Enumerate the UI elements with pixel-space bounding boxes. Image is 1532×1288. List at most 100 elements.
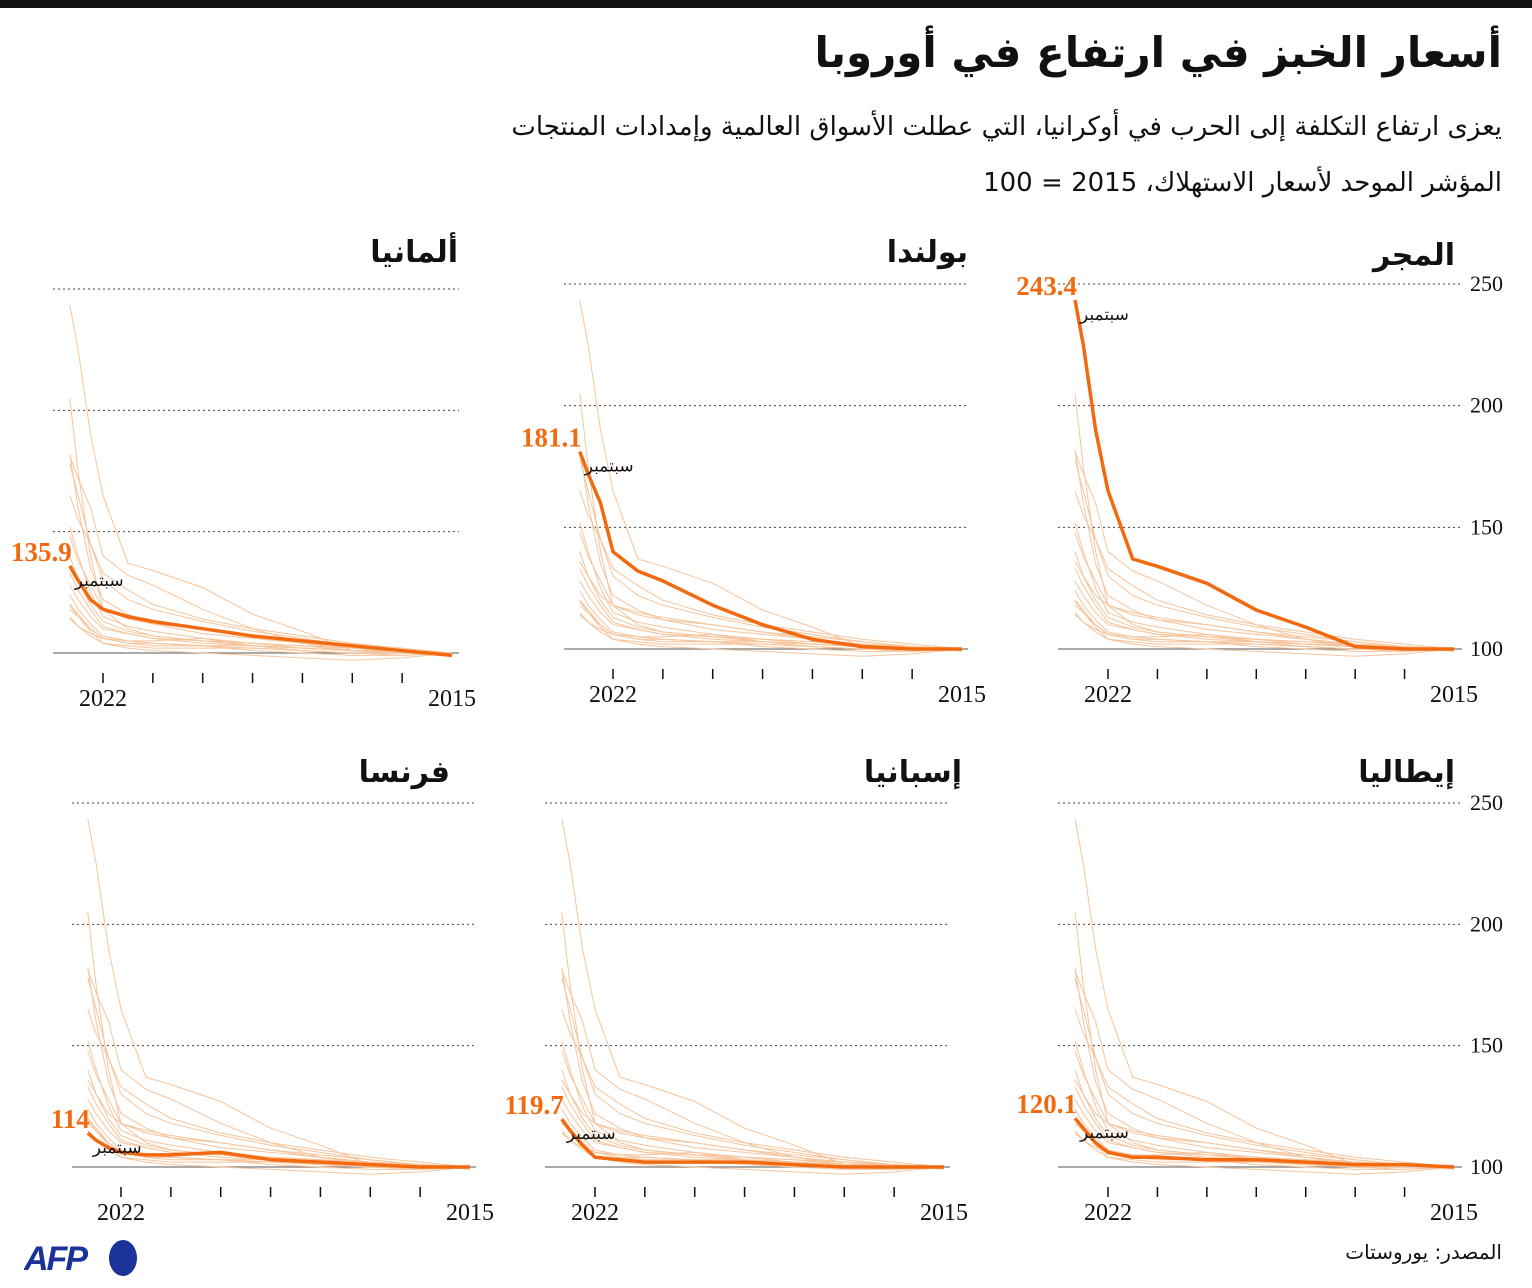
other-country-line — [579, 490, 963, 650]
y-tick-label: 150 — [1470, 514, 1503, 539]
other-country-line — [1074, 912, 1455, 1168]
highlight-country-line — [1073, 299, 1454, 651]
other-country-line — [561, 1079, 945, 1170]
last-value-label: 120.1 — [1016, 1089, 1077, 1119]
other-country-line — [579, 532, 963, 650]
other-country-line — [561, 1130, 945, 1175]
x-tick-label: 2022 — [1084, 682, 1132, 708]
other-country-line — [69, 616, 453, 661]
panel-title: إيطاليا — [1358, 755, 1455, 790]
last-month-label: سبتمبر — [92, 1138, 142, 1158]
y-tick-label: 100 — [1470, 636, 1503, 661]
other-country-line — [1074, 393, 1455, 650]
last-value-label: 181.1 — [521, 423, 582, 453]
other-country-line — [1074, 600, 1454, 650]
other-country-line — [87, 970, 470, 1168]
chart-subtitle: يعزى ارتفاع التكلفة إلى الحرب في أوكراني… — [511, 112, 1502, 142]
other-country-line — [1074, 1079, 1455, 1170]
highlight-country-line — [1073, 1117, 1455, 1169]
other-country-line — [1074, 1130, 1455, 1175]
other-country-line — [87, 977, 471, 1168]
highlight-country-line — [578, 451, 962, 651]
other-country-line — [1074, 451, 1454, 650]
other-country-line — [561, 1132, 944, 1168]
other-country-line — [69, 618, 452, 654]
y-tick-label: 200 — [1470, 911, 1503, 936]
other-country-line — [561, 977, 945, 1168]
other-country-line — [579, 449, 962, 650]
x-tick-label: 2015 — [446, 1200, 494, 1226]
chart-title: أسعار الخبز في ارتفاع في أوروبا — [814, 28, 1502, 77]
other-country-line — [1074, 818, 1454, 1168]
panel-title: فرنسا — [359, 755, 450, 790]
other-country-line — [1074, 449, 1454, 650]
other-country-line — [579, 561, 963, 652]
source-note: المصدر: يوروستات — [1345, 1240, 1502, 1264]
highlight-country-line — [560, 1118, 944, 1169]
x-tick-label: 2015 — [920, 1200, 968, 1226]
other-country-line — [561, 1050, 945, 1168]
other-country-line — [561, 818, 944, 1168]
x-tick-label: 2022 — [571, 1200, 619, 1226]
panel-title: بولندا — [887, 235, 968, 270]
other-country-line — [87, 967, 470, 1168]
other-country-line — [69, 463, 453, 654]
x-tick-label: 2015 — [938, 682, 986, 708]
other-country-line — [87, 1118, 470, 1168]
other-country-line — [87, 1009, 471, 1168]
other-country-line — [1074, 967, 1454, 1168]
other-country-line — [69, 456, 452, 654]
y-tick-label: 100 — [1470, 1154, 1503, 1179]
y-tick-label: 200 — [1470, 393, 1503, 418]
last-month-label: سبتمبر — [74, 571, 124, 591]
panel-title: المجر — [1371, 238, 1455, 273]
x-tick-label: 2022 — [79, 686, 127, 712]
other-country-line — [1074, 977, 1455, 1168]
other-country-line — [87, 818, 470, 1168]
other-country-line — [69, 604, 452, 654]
other-country-line — [1074, 612, 1455, 657]
panel-title: ألمانيا — [370, 232, 458, 270]
x-tick-label: 2015 — [1430, 1200, 1478, 1226]
other-country-line — [1074, 1050, 1455, 1168]
y-tick-label: 250 — [1470, 790, 1503, 815]
other-country-line — [69, 453, 452, 654]
other-country-line — [87, 1050, 471, 1168]
last-month-label: سبتمبر — [1079, 305, 1129, 325]
other-country-line — [69, 495, 453, 654]
y-tick-label: 150 — [1470, 1033, 1503, 1058]
last-value-label: 243.4 — [1016, 271, 1077, 301]
x-tick-label: 2015 — [1430, 682, 1478, 708]
highlight-country-line — [68, 565, 453, 658]
last-value-label: 135.9 — [11, 537, 72, 567]
other-country-line — [579, 612, 963, 657]
other-country-line — [579, 300, 962, 650]
last-value-label: 114 — [51, 1104, 90, 1134]
unit-note: المؤشر الموحد لأسعار الاستهلاك، 2015 = 1… — [983, 168, 1502, 198]
top-rule — [0, 0, 1532, 8]
last-month-label: سبتمبر — [1079, 1123, 1129, 1143]
other-country-line — [561, 1009, 945, 1168]
other-country-line — [579, 600, 962, 650]
other-country-line — [87, 1079, 471, 1170]
other-country-line — [561, 970, 944, 1168]
other-country-line — [561, 967, 944, 1168]
afp-logo: AFP — [23, 1238, 140, 1283]
other-country-line — [1074, 970, 1454, 1168]
x-tick-label: 2022 — [589, 682, 637, 708]
other-country-line — [561, 912, 945, 1168]
other-country-line — [1074, 1009, 1455, 1168]
x-tick-label: 2022 — [97, 1200, 145, 1226]
svg-text:AFP: AFP — [24, 1240, 88, 1278]
highlight-country-line — [86, 1131, 470, 1169]
panel-title: إسبانيا — [864, 755, 962, 790]
other-country-line — [1074, 532, 1455, 650]
last-value-label: 119.7 — [504, 1090, 563, 1120]
other-country-line — [579, 459, 963, 650]
other-country-line — [69, 304, 452, 654]
